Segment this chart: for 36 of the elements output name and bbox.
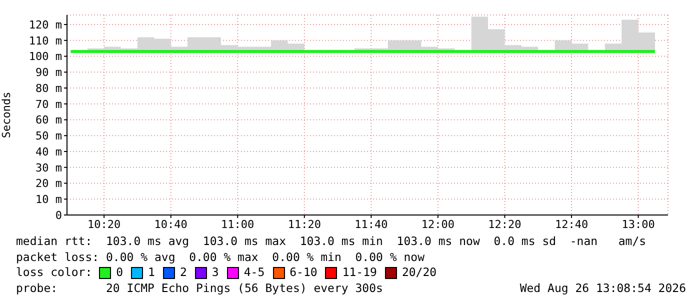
legend-label: 1 — [148, 265, 155, 280]
x-tick-label: 10:20 — [88, 218, 121, 231]
legend-label: 20/20 — [402, 265, 437, 280]
x-tick-label: 12:40 — [554, 218, 588, 231]
y-tick-label: 60 m — [36, 114, 62, 127]
text: packet loss: 0.00 % avg 0.00 % max 0.00 % min 0.00 % now — [16, 250, 426, 265]
legend-label: 6-10 — [290, 265, 318, 280]
y-tick-label: 40 m — [36, 145, 62, 158]
y-axis-title: Seconds — [0, 92, 13, 138]
y-tick-label: 110 m — [28, 34, 62, 48]
text: probe: 20 ICMP Echo Pings (56 Bytes) every 300s — [16, 280, 383, 296]
y-tick-label: 0 — [55, 208, 62, 222]
legend-title: loss color: — [16, 265, 94, 280]
x-tick-label: 10:40 — [154, 218, 188, 231]
legend-label: 3 — [212, 265, 219, 280]
y-tick-label: 70 m — [36, 98, 62, 111]
legend-label: 11-19 — [342, 265, 377, 280]
x-tick-label: 11:00 — [221, 218, 254, 231]
text: Wed Aug 26 13:08:54 2026 — [520, 280, 686, 296]
y-tick-label: 90 m — [36, 66, 62, 80]
legend-label: 2 — [180, 265, 187, 280]
x-tick-label: 12:00 — [421, 218, 455, 231]
x-tick-label: 12:20 — [488, 218, 522, 231]
y-tick-label: 80 m — [36, 82, 62, 95]
x-tick-label: 11:40 — [354, 218, 388, 231]
y-tick-label: 100 m — [28, 50, 62, 64]
text: median rtt: 103.0 ms avg 103.0 ms max 103.0 ms min 103.0 ms now 0.0 ms sd -nan am/s — [16, 234, 648, 250]
y-tick-label: 30 m — [36, 161, 62, 174]
y-tick-label: 120 m — [28, 18, 62, 32]
legend-label: 4-5 — [244, 265, 265, 280]
x-tick-label: 13:00 — [622, 218, 655, 231]
y-tick-label: 20 m — [36, 177, 62, 190]
y-tick-label: 50 m — [36, 130, 62, 143]
y-tick-label: 10 m — [36, 193, 62, 206]
legend-label: 0 — [116, 265, 124, 280]
x-tick-label: 11:20 — [288, 218, 321, 231]
